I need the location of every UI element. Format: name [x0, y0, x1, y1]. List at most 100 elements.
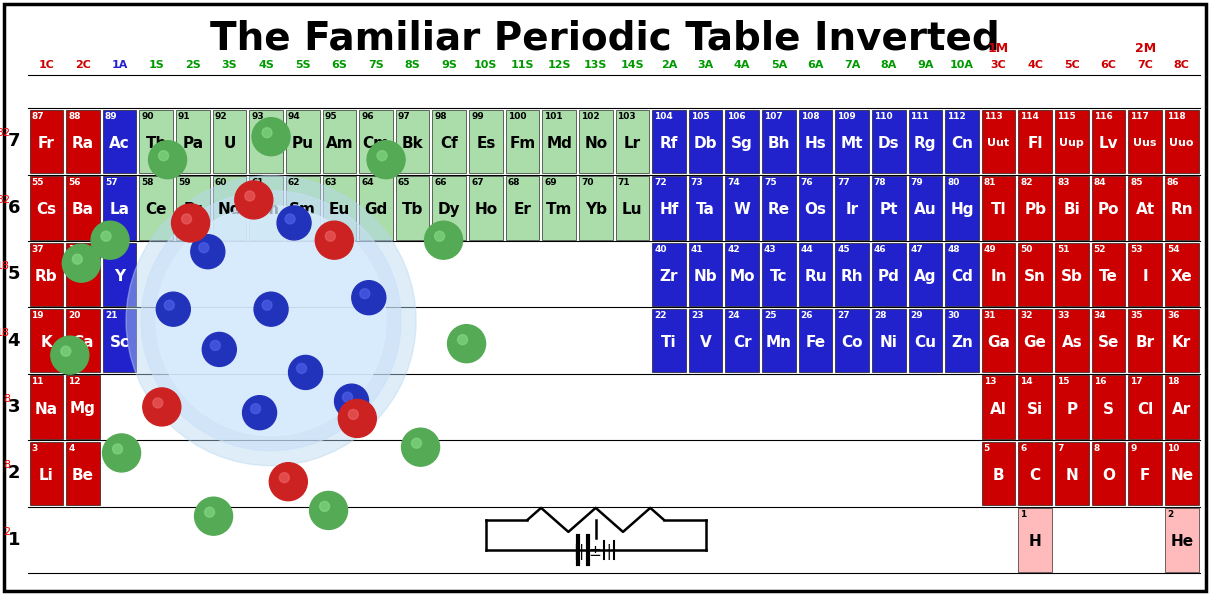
Text: 38: 38: [68, 245, 81, 253]
Text: 8S: 8S: [404, 60, 420, 70]
Circle shape: [263, 128, 272, 137]
Text: The Familiar Periodic Table Inverted: The Familiar Periodic Table Inverted: [211, 19, 999, 57]
Circle shape: [195, 497, 232, 535]
Text: 3C: 3C: [991, 60, 1007, 70]
Text: 2: 2: [1166, 510, 1174, 519]
Text: Rh: Rh: [841, 269, 864, 284]
Text: 105: 105: [691, 112, 709, 121]
Text: 10A: 10A: [950, 60, 974, 70]
Text: 86: 86: [1166, 178, 1180, 187]
FancyBboxPatch shape: [688, 109, 722, 173]
Text: 10S: 10S: [474, 60, 497, 70]
Text: 103: 103: [617, 112, 636, 121]
Text: 7S: 7S: [368, 60, 384, 70]
Text: 113: 113: [984, 112, 1003, 121]
FancyBboxPatch shape: [29, 176, 63, 240]
Text: 1S: 1S: [149, 60, 165, 70]
Text: 108: 108: [801, 112, 819, 121]
Text: U: U: [224, 136, 236, 151]
Text: 117: 117: [1130, 112, 1150, 121]
Text: Xe: Xe: [1171, 269, 1193, 284]
Text: 106: 106: [727, 112, 747, 121]
Text: 80: 80: [947, 178, 960, 187]
Text: Rn: Rn: [1170, 202, 1193, 217]
Text: 99: 99: [471, 112, 484, 121]
Text: Mg: Mg: [70, 402, 96, 416]
Text: 8: 8: [2, 461, 10, 471]
FancyBboxPatch shape: [29, 375, 63, 439]
FancyBboxPatch shape: [835, 243, 869, 306]
Text: 17: 17: [1130, 377, 1143, 386]
Text: Ti: Ti: [661, 335, 676, 350]
Text: 82: 82: [1020, 178, 1033, 187]
Text: 107: 107: [764, 112, 783, 121]
Text: 118: 118: [1166, 112, 1186, 121]
Text: 7A: 7A: [843, 60, 860, 70]
FancyBboxPatch shape: [725, 243, 759, 306]
FancyBboxPatch shape: [1019, 109, 1051, 173]
Text: 7: 7: [7, 133, 21, 151]
Text: Sm: Sm: [289, 202, 316, 217]
Text: 15: 15: [1058, 377, 1070, 386]
FancyBboxPatch shape: [396, 176, 430, 240]
Text: 1M: 1M: [989, 42, 1009, 55]
FancyBboxPatch shape: [1019, 309, 1051, 372]
Circle shape: [288, 355, 323, 390]
FancyBboxPatch shape: [506, 109, 540, 173]
Text: 87: 87: [31, 112, 44, 121]
Text: 13: 13: [984, 377, 996, 386]
Text: Sn: Sn: [1024, 269, 1047, 284]
FancyBboxPatch shape: [909, 109, 943, 173]
FancyBboxPatch shape: [432, 176, 466, 240]
Circle shape: [277, 206, 311, 240]
FancyBboxPatch shape: [1128, 109, 1162, 173]
Circle shape: [143, 388, 180, 426]
Text: Nb: Nb: [693, 269, 718, 284]
Text: Fr: Fr: [38, 136, 54, 151]
FancyBboxPatch shape: [359, 176, 393, 240]
FancyBboxPatch shape: [103, 109, 137, 173]
Text: 52: 52: [1094, 245, 1106, 253]
FancyBboxPatch shape: [103, 176, 137, 240]
Text: 44: 44: [801, 245, 813, 253]
Text: 6: 6: [1020, 444, 1026, 453]
Text: 55: 55: [31, 178, 44, 187]
Text: 32: 32: [0, 195, 10, 205]
Circle shape: [73, 254, 82, 264]
Text: 41: 41: [691, 245, 703, 253]
Text: Ca: Ca: [73, 335, 93, 350]
Circle shape: [348, 409, 358, 419]
FancyBboxPatch shape: [67, 441, 99, 505]
FancyBboxPatch shape: [652, 243, 686, 306]
Text: Ce: Ce: [145, 202, 167, 217]
Text: 2A: 2A: [661, 60, 678, 70]
Text: 5A: 5A: [771, 60, 786, 70]
FancyBboxPatch shape: [359, 109, 393, 173]
Text: Ni: Ni: [880, 335, 898, 350]
FancyBboxPatch shape: [1055, 441, 1089, 505]
Text: Co: Co: [841, 335, 863, 350]
Text: 81: 81: [984, 178, 996, 187]
Text: 48: 48: [947, 245, 960, 253]
Text: 6A: 6A: [807, 60, 824, 70]
Text: 13S: 13S: [584, 60, 607, 70]
Text: Y: Y: [114, 269, 125, 284]
FancyBboxPatch shape: [725, 109, 759, 173]
Circle shape: [149, 140, 186, 178]
Text: Db: Db: [693, 136, 718, 151]
Text: 20: 20: [68, 311, 81, 320]
Text: 5S: 5S: [295, 60, 311, 70]
Text: I: I: [1142, 269, 1148, 284]
Text: 9S: 9S: [442, 60, 457, 70]
Text: F: F: [1140, 468, 1151, 483]
Text: 85: 85: [1130, 178, 1142, 187]
FancyBboxPatch shape: [1055, 243, 1089, 306]
Circle shape: [51, 336, 88, 374]
Text: 72: 72: [655, 178, 667, 187]
FancyBboxPatch shape: [799, 309, 832, 372]
Text: V: V: [699, 335, 711, 350]
Text: 7C: 7C: [1137, 60, 1153, 70]
Text: 101: 101: [544, 112, 563, 121]
FancyBboxPatch shape: [29, 441, 63, 505]
Text: 19: 19: [31, 311, 44, 320]
